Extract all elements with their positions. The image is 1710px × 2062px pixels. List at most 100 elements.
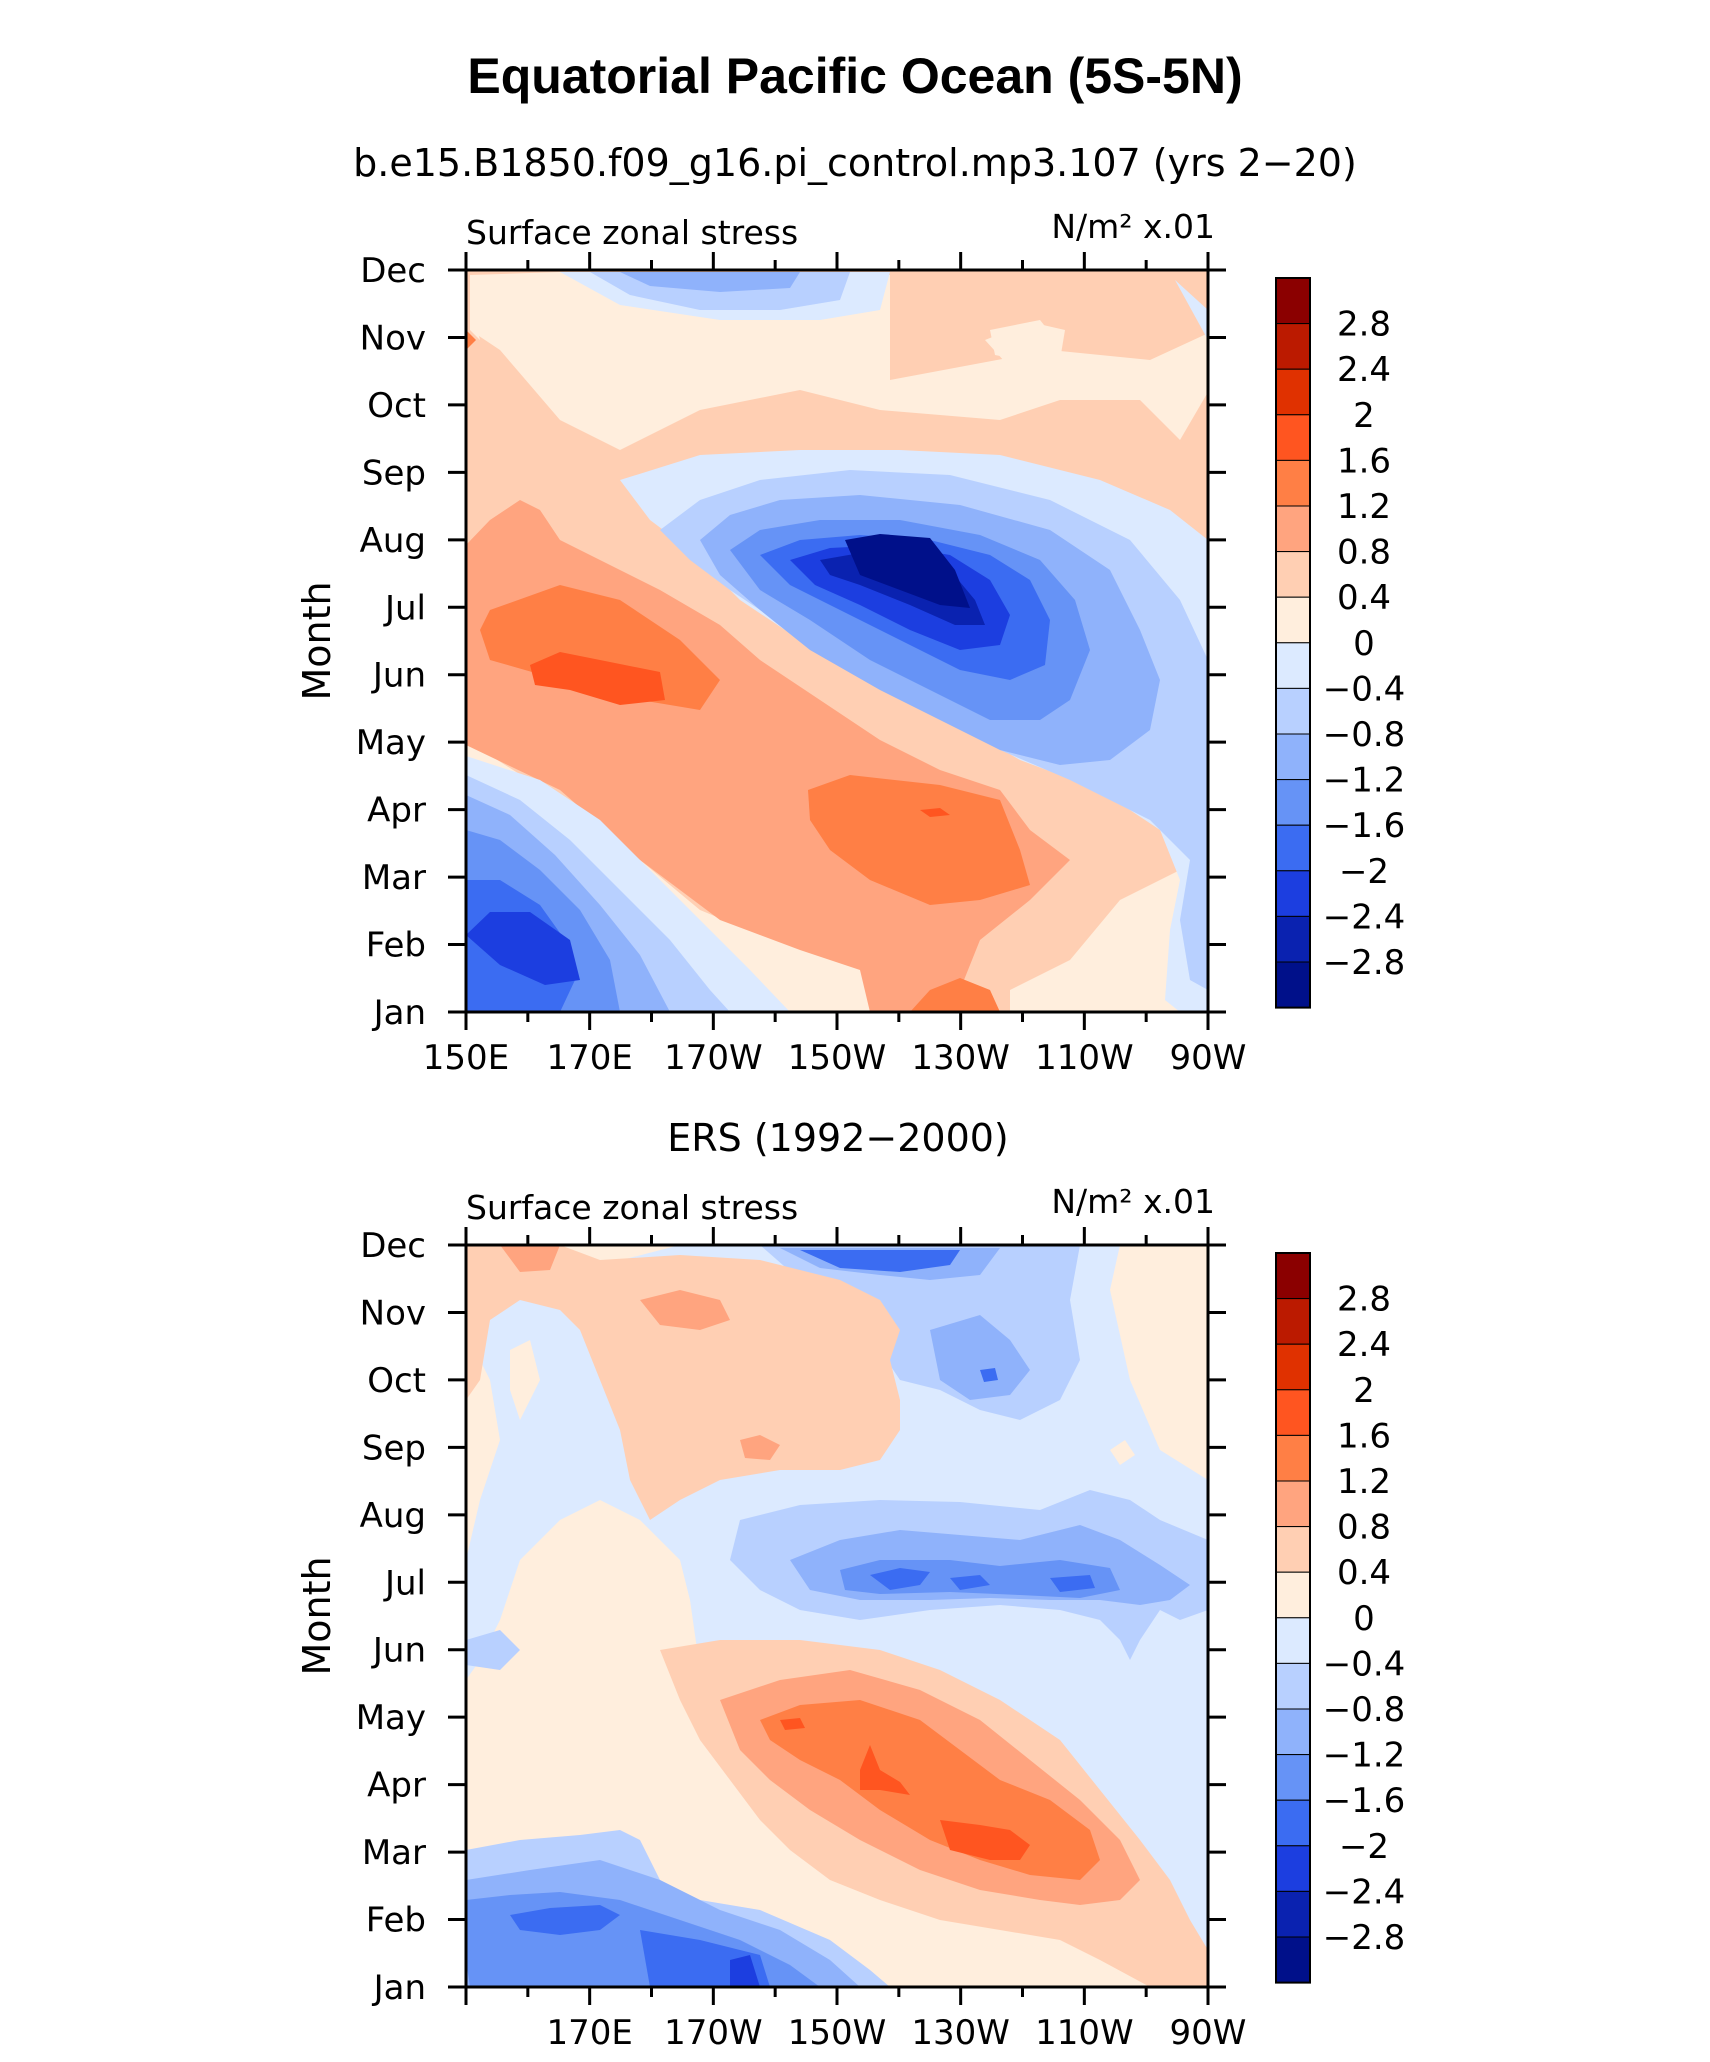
colorbar-label: 1.6 [1337,1416,1391,1456]
x-tick-label: 110W [1035,1038,1134,1078]
colorbar-label: −2.8 [1323,943,1406,983]
contour-fill [910,978,1000,1012]
x-tick-label: 170W [664,1038,763,1078]
y-tick-label: May [356,723,426,763]
y-tick-label: Oct [367,1361,426,1401]
panel-observed: ERS (1992−2000) Surface zonal stress N/m… [295,1116,1246,2053]
y-tick-label: Jan [372,993,426,1033]
y-tick-label: Mar [362,858,426,898]
y-tick-label: May [356,1698,426,1738]
contour-fill [1110,1440,1135,1465]
x-tick-label: 90W [1170,1038,1247,1078]
colorbar-label: −0.4 [1323,1644,1406,1684]
contour-fill [500,1245,560,1272]
y-tick-label: Sep [362,1428,426,1468]
panel1-contours [466,270,1208,1012]
contour-fill [845,534,970,608]
panel2-subtitle: ERS (1992−2000) [667,1116,1009,1160]
contour-fill [1175,280,1208,340]
x-tick-label: 110W [1035,2013,1134,2053]
contour-fill [466,1630,520,1670]
contour-fill [466,1245,900,1520]
colorbar-swatch [1275,1799,1311,1847]
contour-fill [1170,1300,1208,1420]
panel2-ylabel: Month [295,1556,339,1675]
y-tick-label: Jul [383,588,426,628]
colorbar-swatch [1275,551,1311,598]
colorbar-swatch [1275,1526,1311,1573]
contour-fill [990,320,1060,362]
colorbar-label: 0.4 [1337,1553,1391,1593]
contour-fill [730,1955,760,1987]
contour-fill [510,1340,540,1420]
colorbar-swatch [1275,642,1311,689]
colorbar-label: −2 [1339,852,1389,892]
y-tick-label: Apr [367,791,426,831]
colorbar-swatch [1275,1754,1311,1801]
y-tick-label: Jun [371,1631,426,1671]
contour-fill [930,1315,1030,1400]
x-tick-label: 150W [788,2013,887,2053]
x-tick-label: 150W [788,1038,887,1078]
panel1-ylabel: Month [295,581,339,700]
colorbar-swatch [1275,414,1311,461]
x-tick-label: 90W [1170,2013,1247,2053]
colorbar-label: 2 [1353,396,1375,436]
colorbar-label: 2.4 [1337,1325,1391,1365]
colorbar-label: 2.8 [1337,305,1391,345]
colorbar-swatch [1275,459,1311,507]
panel1-x-ticks: 150E 170E 170W 150W 130W 110W 90W [423,252,1247,1078]
colorbar-swatch [1275,505,1311,553]
contour-fill [740,1435,780,1460]
contour-fill [620,272,800,292]
y-tick-label: Nov [360,1293,426,1333]
contour-fill [920,808,950,817]
colorbar-label: 0.4 [1337,578,1391,618]
colorbar-swatch [1275,1662,1311,1710]
y-tick-label: Mar [362,1833,426,1873]
colorbar-swatch [1275,961,1311,1009]
panel2-x-ticks: 170E 170W 150W 130W 110W 90W [464,1227,1247,2053]
y-tick-label: Jul [383,1563,426,1603]
y-tick-label: Oct [367,386,426,426]
colorbar-label: −1.6 [1323,806,1406,846]
colorbar-swatch [1275,1845,1311,1892]
contour-fill [530,652,665,705]
colorbar-label: 0 [1353,1599,1375,1639]
contour-fill [860,1745,910,1795]
colorbar-label: 1.2 [1337,487,1391,527]
colorbar-label: −1.2 [1323,1736,1406,1776]
x-tick-label: 130W [911,2013,1010,2053]
colorbar-label: −0.8 [1323,715,1406,755]
colorbar-label: −1.2 [1323,761,1406,801]
contour-fill [870,1568,930,1590]
colorbar-swatch [1275,1708,1311,1756]
contour-fill [808,775,1030,905]
colorbar-label: 0.8 [1337,533,1391,573]
colorbar-label: 1.6 [1337,441,1391,481]
colorbar-swatch [1275,915,1311,963]
colorbar-label: −2.4 [1323,1872,1406,1912]
contour-fill [780,1718,805,1730]
colorbar-swatch [1275,1617,1311,1664]
y-tick-label: Nov [360,318,426,358]
colorbar-swatch [1275,824,1311,872]
colorbar-swatch [1275,1343,1311,1391]
colorbar-swatch [1275,1890,1311,1938]
y-tick-label: Jan [372,1968,426,2008]
y-tick-label: Feb [366,926,426,966]
x-tick-label: 130W [911,1038,1010,1078]
figure-title: Equatorial Pacific Ocean (5S-5N) [467,48,1242,104]
y-tick-label: Jun [371,656,426,696]
colorbar-label: −0.8 [1323,1690,1406,1730]
y-tick-label: Aug [360,1496,426,1536]
panel1-left-label: Surface zonal stress [466,213,798,252]
x-tick-label: 170E [546,2013,632,2053]
colorbar-swatch [1275,1480,1311,1528]
y-tick-label: Aug [360,521,426,561]
colorbar-panel2: 2.8 2.4 2 1.6 1.2 0.8 0.4 0 −0.4 −0.8 −1.2 −1.6 −2 −2… [1275,1252,1406,1984]
contour-fill [980,1368,998,1382]
contour-fill [466,330,476,350]
colorbar-swatch [1275,1936,1311,1984]
